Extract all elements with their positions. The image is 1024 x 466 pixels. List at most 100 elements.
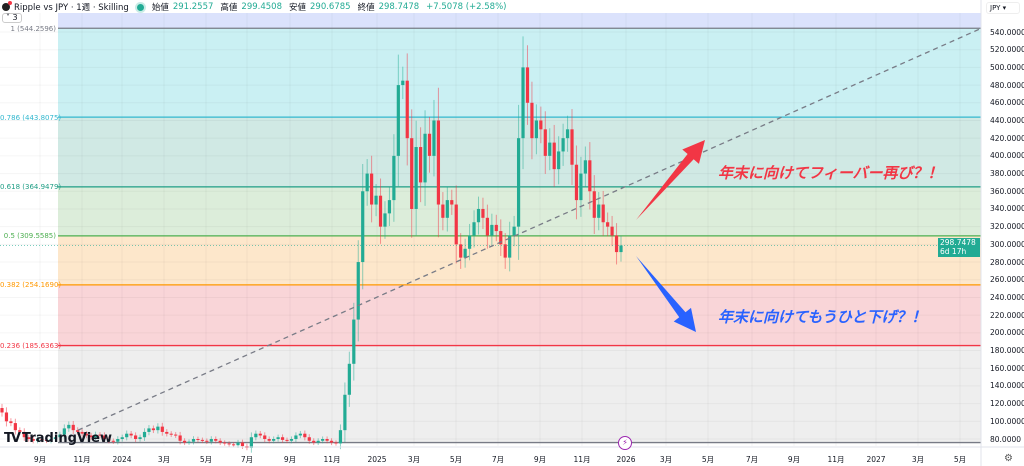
candle-body <box>472 222 476 236</box>
candle-body <box>597 204 601 218</box>
y-tick-label: 500.0000 <box>990 62 1024 72</box>
trendline <box>77 27 982 431</box>
open-value: 291.2557 <box>172 2 214 12</box>
candle-body <box>258 433 262 436</box>
candle-body <box>93 434 98 438</box>
candle-body <box>410 138 414 209</box>
lightning-event-icon[interactable]: ⚡ <box>618 436 632 450</box>
candle-body <box>129 433 133 436</box>
x-tick-label: 11月 <box>827 455 845 464</box>
y-tick-label: 480.0000 <box>990 80 1024 90</box>
candle-body <box>387 200 392 214</box>
high-value: 299.4508 <box>241 2 282 12</box>
y-tick-label: 280.0000 <box>990 257 1024 267</box>
candle-body <box>579 173 583 201</box>
tradingview-logo[interactable]: TV TradingView <box>4 431 112 446</box>
candle-body <box>209 439 213 442</box>
settings-gear-icon[interactable]: ⚙ <box>1004 453 1013 464</box>
fib-label-0.786: 0.786 (443.8075) <box>0 113 62 122</box>
candle-body <box>249 437 253 448</box>
symbol-title[interactable]: Ripple vs JPY · 1週 · Skilling <box>14 3 129 13</box>
fib-label-0.382: 0.382 (254.1690) <box>0 281 62 290</box>
candle-body <box>601 204 605 223</box>
candle-body <box>521 67 525 139</box>
candle-body <box>31 439 35 441</box>
candle-body <box>200 439 204 441</box>
candle-body <box>401 80 405 86</box>
x-tick-label: 3月 <box>407 455 421 464</box>
candle-body <box>218 440 222 443</box>
fib-label-1: 1 (544.2596) <box>10 24 56 33</box>
candle-body <box>116 439 120 442</box>
x-tick-label: 9月 <box>533 455 547 464</box>
y-tick-label: 360.0000 <box>990 186 1024 196</box>
annotation-up-text[interactable]: 年末に向けてフィーバー再び？！ <box>718 164 943 182</box>
currency-label: JPY <box>990 4 1001 12</box>
candle-body <box>303 433 307 438</box>
x-tick-label: 11月 <box>73 455 91 464</box>
ripple-logo-icon <box>2 1 12 11</box>
candle-body <box>89 435 93 438</box>
candle-body <box>312 440 316 443</box>
candle-body <box>534 120 538 139</box>
candle-body <box>494 224 498 232</box>
candle-body <box>356 262 360 320</box>
candle-body <box>76 430 80 432</box>
candle-body <box>307 437 311 441</box>
candle-body <box>614 235 619 253</box>
candle-body <box>174 434 178 436</box>
candle-body <box>125 433 129 438</box>
candle-body <box>392 155 396 201</box>
x-tick-label: 2024 <box>112 455 132 464</box>
candle-body <box>396 85 400 156</box>
candle-body <box>267 439 271 441</box>
candle-body <box>467 235 472 249</box>
y-tick-label: 180.0000 <box>990 346 1024 356</box>
currency-select[interactable]: JPY ▾ <box>986 2 1020 14</box>
candle-body <box>18 430 22 432</box>
candle-body <box>58 434 62 438</box>
annotation-down-text[interactable]: 年末に向けてもうひと下げ？！ <box>718 308 927 326</box>
candle-body <box>516 138 521 227</box>
candle-body <box>231 444 236 446</box>
x-tick-label: 3月 <box>911 455 925 464</box>
candle-body <box>588 160 592 192</box>
candle-body <box>374 195 378 205</box>
candle-body <box>9 421 13 424</box>
candle-body <box>454 204 458 245</box>
candle-body <box>352 319 356 364</box>
fib-band-0.382 <box>58 235 981 285</box>
candle-body <box>441 204 445 218</box>
candle-body <box>503 244 507 258</box>
y-tick-label: 400.0000 <box>990 151 1024 161</box>
open-label: 始値 <box>151 3 169 13</box>
y-tick-label: 260.0000 <box>990 275 1024 285</box>
candle-body <box>236 442 240 446</box>
candle-body <box>361 191 365 263</box>
candle-body <box>539 120 543 130</box>
fib-label-0.236: 0.236 (185.6363) <box>0 342 62 351</box>
x-tick-label: 7月 <box>491 455 505 464</box>
y-tick-label: 240.0000 <box>990 292 1024 302</box>
x-tick-label: 3月 <box>659 455 673 464</box>
candle-body <box>485 217 490 236</box>
candle-body <box>151 428 156 431</box>
candle-body <box>285 439 289 441</box>
y-tick-label: 80.0000 <box>990 434 1022 444</box>
candle-body <box>525 67 530 103</box>
y-tick-label: 100.0000 <box>990 416 1024 426</box>
y-tick-label: 540.0000 <box>990 27 1024 37</box>
candle-body <box>53 437 58 440</box>
candle-body <box>450 200 454 205</box>
candle-body <box>280 437 285 440</box>
candle-body <box>133 435 138 440</box>
change-value: +7.5078 (+2.58%) <box>426 2 507 12</box>
candle-body <box>71 424 75 431</box>
candle-body <box>557 151 561 170</box>
candle-body <box>196 439 200 441</box>
indicator-collapse-button[interactable]: ˅ 3 <box>2 13 22 23</box>
y-tick-label: 140.0000 <box>990 381 1024 391</box>
x-tick-label: 9月 <box>787 455 801 464</box>
arrow-up-icon <box>636 140 705 220</box>
